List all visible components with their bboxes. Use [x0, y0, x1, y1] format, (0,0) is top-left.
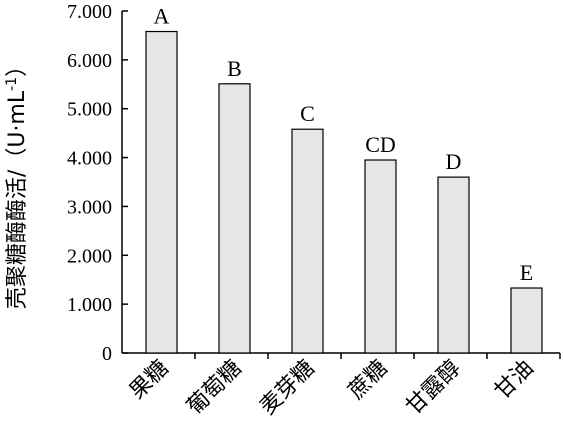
y-axis-title: 壳聚糖酶酶活/（U·mL-1） [4, 55, 30, 309]
y-tick-label: 5.000 [67, 99, 112, 121]
significance-label: A [154, 4, 170, 29]
y-tick-label: 4.000 [67, 148, 112, 170]
y-axis: 0 1.000 2.000 3.000 4.000 5.000 6.000 7.000 [67, 1, 128, 365]
category-label: 甘露醇 [401, 356, 465, 420]
category-label: 蔗糖 [344, 356, 393, 405]
category-label: 麦芽糖 [255, 356, 319, 420]
bar [218, 83, 251, 354]
x-axis [122, 352, 561, 359]
y-tick-label: 3.000 [67, 196, 112, 218]
significance-label: C [300, 101, 315, 126]
y-axis-title-text: 壳聚糖酶酶活/（U·mL-1） [4, 55, 30, 309]
y-tick-label: 6.000 [67, 50, 112, 72]
bars [145, 30, 543, 354]
y-tick-label: 7.000 [67, 1, 112, 23]
bar [364, 159, 397, 354]
significance-label: E [520, 260, 533, 285]
bar [510, 287, 543, 354]
category-label: 甘油 [490, 356, 539, 405]
significance-label: D [446, 149, 462, 174]
significance-label: B [227, 56, 242, 81]
significance-label: CD [365, 132, 396, 157]
bar [145, 30, 178, 354]
category-labels: 果糖 葡萄糖 麦芽糖 蔗糖 甘露醇 甘油 [125, 356, 539, 420]
y-tick-label: 1.000 [67, 294, 112, 316]
bar [291, 128, 324, 354]
category-label: 果糖 [125, 356, 174, 405]
category-label: 葡萄糖 [182, 356, 246, 420]
significance-labels: A B C CD D E [154, 4, 534, 285]
y-tick-label: 2.000 [67, 245, 112, 267]
bar [437, 176, 470, 354]
y-tick-label: 0 [102, 343, 112, 365]
